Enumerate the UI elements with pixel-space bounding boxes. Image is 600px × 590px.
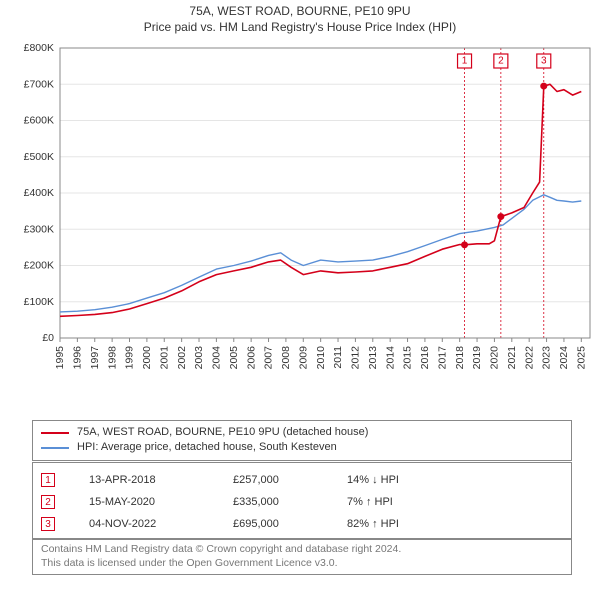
svg-text:2008: 2008: [280, 346, 292, 370]
svg-text:1: 1: [462, 56, 468, 67]
svg-text:£100K: £100K: [24, 296, 54, 308]
event-row: 1 13-APR-2018 £257,000 14% ↓ HPI: [41, 469, 563, 491]
svg-text:£800K: £800K: [24, 42, 54, 54]
svg-text:3: 3: [541, 56, 547, 67]
event-diff: 82% ↑ HPI: [347, 518, 447, 530]
svg-text:£600K: £600K: [24, 115, 54, 127]
svg-text:2010: 2010: [315, 346, 327, 370]
svg-text:2013: 2013: [367, 346, 379, 370]
svg-text:2: 2: [498, 56, 504, 67]
event-marker: 3: [41, 517, 55, 531]
legend-label: HPI: Average price, detached house, Sout…: [77, 440, 337, 455]
svg-text:1998: 1998: [106, 346, 118, 370]
svg-text:2000: 2000: [141, 346, 153, 370]
svg-text:£700K: £700K: [24, 78, 54, 90]
svg-text:2018: 2018: [454, 346, 466, 370]
event-row: 3 04-NOV-2022 £695,000 82% ↑ HPI: [41, 513, 563, 535]
svg-text:£400K: £400K: [24, 187, 54, 199]
event-price: £257,000: [233, 474, 313, 486]
svg-text:2009: 2009: [297, 346, 309, 370]
title-subtitle: Price paid vs. HM Land Registry's House …: [0, 20, 600, 34]
legend-box: 75A, WEST ROAD, BOURNE, PE10 9PU (detach…: [32, 420, 572, 461]
svg-text:2025: 2025: [575, 346, 587, 370]
event-date: 15-MAY-2020: [89, 496, 199, 508]
title-address: 75A, WEST ROAD, BOURNE, PE10 9PU: [0, 4, 600, 18]
footer-line: This data is licensed under the Open Gov…: [41, 557, 563, 571]
svg-text:2017: 2017: [436, 346, 448, 370]
svg-text:2004: 2004: [211, 346, 223, 370]
svg-text:2020: 2020: [489, 346, 501, 370]
svg-text:1995: 1995: [54, 346, 66, 370]
svg-text:2014: 2014: [384, 346, 396, 370]
svg-text:2006: 2006: [245, 346, 257, 370]
event-price: £335,000: [233, 496, 313, 508]
svg-text:2003: 2003: [193, 346, 205, 370]
event-price: £695,000: [233, 518, 313, 530]
event-row: 2 15-MAY-2020 £335,000 7% ↑ HPI: [41, 491, 563, 513]
attribution-footer: Contains HM Land Registry data © Crown c…: [32, 538, 572, 575]
legend-item-hpi: HPI: Average price, detached house, Sout…: [41, 440, 563, 455]
sale-events-box: 1 13-APR-2018 £257,000 14% ↓ HPI 2 15-MA…: [32, 462, 572, 540]
event-marker: 2: [41, 495, 55, 509]
event-diff: 7% ↑ HPI: [347, 496, 447, 508]
svg-text:2021: 2021: [506, 346, 518, 370]
legend-swatch: [41, 432, 69, 434]
svg-text:2019: 2019: [471, 346, 483, 370]
svg-text:2023: 2023: [541, 346, 553, 370]
svg-text:£500K: £500K: [24, 151, 54, 163]
svg-text:2002: 2002: [176, 346, 188, 370]
svg-text:2012: 2012: [350, 346, 362, 370]
svg-text:2005: 2005: [228, 346, 240, 370]
svg-text:2022: 2022: [523, 346, 535, 370]
svg-text:£200K: £200K: [24, 260, 54, 272]
event-date: 04-NOV-2022: [89, 518, 199, 530]
svg-text:2011: 2011: [332, 346, 344, 369]
event-date: 13-APR-2018: [89, 474, 199, 486]
footer-line: Contains HM Land Registry data © Crown c…: [41, 543, 563, 557]
svg-text:1999: 1999: [124, 346, 136, 370]
svg-text:2024: 2024: [558, 346, 570, 370]
event-diff: 14% ↓ HPI: [347, 474, 447, 486]
svg-text:2015: 2015: [402, 346, 414, 370]
event-marker: 1: [41, 473, 55, 487]
svg-text:£0: £0: [42, 332, 54, 344]
svg-text:2007: 2007: [263, 346, 275, 370]
legend-label: 75A, WEST ROAD, BOURNE, PE10 9PU (detach…: [77, 425, 368, 440]
legend-item-property: 75A, WEST ROAD, BOURNE, PE10 9PU (detach…: [41, 425, 563, 440]
line-chart: £0 £100K £200K £300K £400K £500K £600K £700K £80…: [0, 40, 600, 410]
svg-text:1996: 1996: [72, 346, 84, 370]
chart-area: £0 £100K £200K £300K £400K £500K £600K £700K £80…: [0, 40, 600, 410]
svg-text:£300K: £300K: [24, 223, 54, 235]
svg-text:2016: 2016: [419, 346, 431, 370]
svg-text:2001: 2001: [158, 346, 170, 370]
legend-swatch: [41, 447, 69, 449]
svg-text:1997: 1997: [89, 346, 101, 370]
chart-title-block: 75A, WEST ROAD, BOURNE, PE10 9PU Price p…: [0, 0, 600, 36]
